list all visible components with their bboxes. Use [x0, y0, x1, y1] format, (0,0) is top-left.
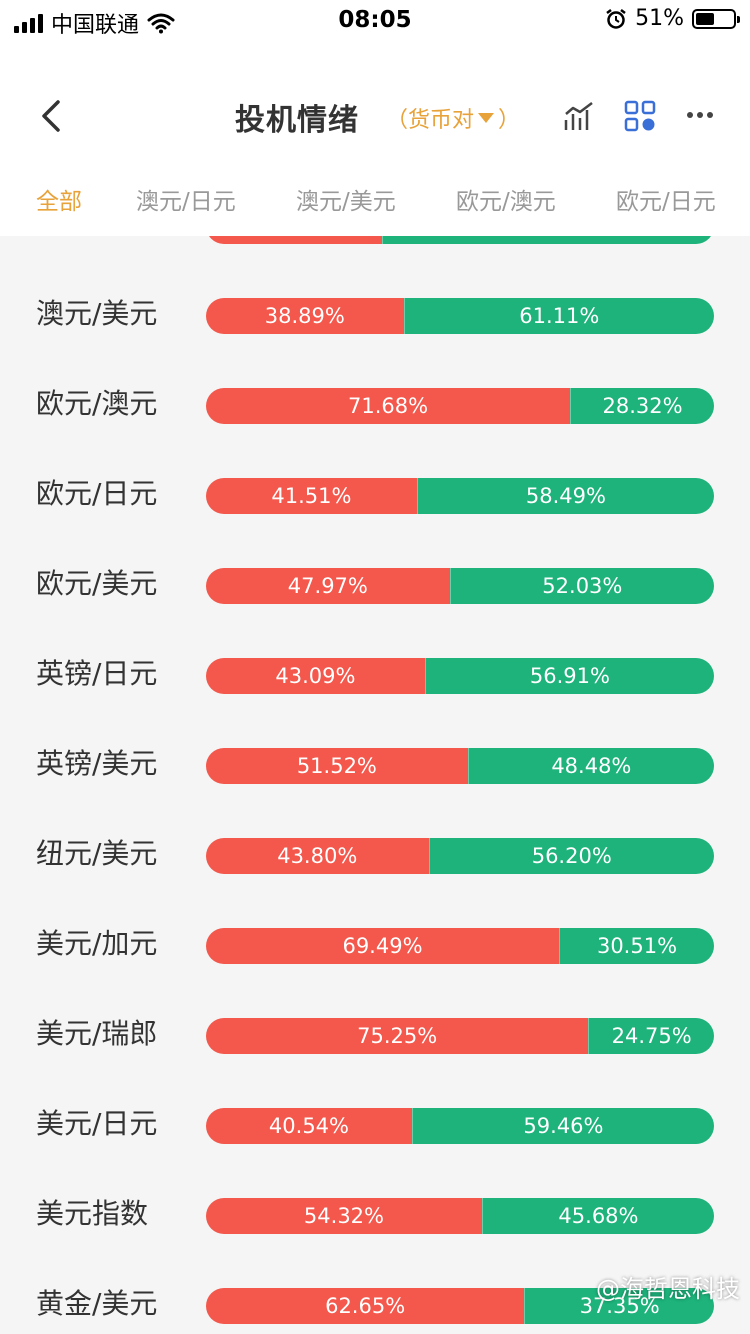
sentiment-bar: 43.09% 56.91%: [206, 658, 714, 694]
subtitle-label: 货币对: [408, 108, 475, 133]
watermark: @海哲恩科技: [596, 1275, 740, 1303]
grid-icon[interactable]: [624, 100, 656, 132]
more-icon[interactable]: [686, 110, 714, 120]
sentiment-row[interactable]: 美元指数 54.32% 45.68%: [0, 1197, 750, 1234]
long-segment: 34.71%: [206, 236, 383, 244]
sentiment-row[interactable]: 黄金/美元 62.65% 37.35%: [0, 1287, 750, 1324]
wifi-icon: [147, 13, 175, 34]
tab-aud-jpy[interactable]: 澳元/日元: [136, 189, 236, 215]
sentiment-row[interactable]: 美元/日元 40.54% 59.46%: [0, 1107, 750, 1144]
back-icon[interactable]: [36, 96, 66, 136]
pair-name: 黄金/美元: [36, 1287, 158, 1320]
long-segment: 47.97%: [206, 568, 450, 604]
pair-name: 美元/瑞郎: [36, 1017, 158, 1050]
long-segment: 62.65%: [206, 1288, 525, 1324]
page-title: 投机情绪: [235, 103, 359, 138]
long-segment: 69.49%: [206, 928, 559, 964]
short-segment: 37.35%: [524, 1288, 714, 1324]
pair-name: 澳元/美元: [36, 297, 158, 330]
tab-aud-usd[interactable]: 澳元/美元: [296, 189, 396, 215]
short-segment: 48.48%: [467, 748, 714, 784]
long-segment: 41.51%: [206, 478, 417, 514]
sentiment-row[interactable]: 澳元/美元 38.89% 61.11%: [0, 297, 750, 334]
pair-name: 欧元/美元: [36, 567, 158, 600]
pair-name: 欧元/日元: [36, 477, 158, 510]
sentiment-row[interactable]: 澳元/日元 34.71%65.29%: [0, 236, 750, 244]
sentiment-bar: 41.51% 58.49%: [206, 478, 714, 514]
pair-name: 美元/加元: [36, 927, 158, 960]
sentiment-row[interactable]: 欧元/美元 47.97% 52.03%: [0, 567, 750, 604]
sentiment-bar: 40.54% 59.46%: [206, 1108, 714, 1144]
pair-name: 英镑/美元: [36, 747, 158, 780]
sentiment-row[interactable]: 美元/瑞郎 75.25% 24.75%: [0, 1017, 750, 1054]
short-segment: 52.03%: [449, 568, 714, 604]
sentiment-bar: 47.97% 52.03%: [206, 568, 714, 604]
tab-eur-jpy[interactable]: 欧元/日元: [616, 189, 716, 215]
short-segment: 28.32%: [570, 388, 714, 424]
long-segment: 75.25%: [206, 1018, 589, 1054]
sentiment-bar: 71.68% 28.32%: [206, 388, 714, 424]
short-segment: 59.46%: [411, 1108, 714, 1144]
long-segment: 40.54%: [206, 1108, 412, 1144]
sentiment-row[interactable]: 纽元/美元 43.80% 56.20%: [0, 837, 750, 874]
dropdown-caret-icon: [478, 113, 495, 123]
carrier-name: 中国联通: [51, 13, 140, 38]
tab-eur-aud[interactable]: 欧元/澳元: [456, 189, 556, 215]
battery-percent: 51%: [635, 6, 684, 31]
pair-name: 美元/日元: [36, 1107, 158, 1140]
long-segment: 43.80%: [206, 838, 429, 874]
pair-name: 英镑/日元: [36, 657, 158, 690]
sentiment-row[interactable]: 美元/加元 69.49% 30.51%: [0, 927, 750, 964]
short-segment: 56.20%: [428, 838, 714, 874]
long-segment: 43.09%: [206, 658, 425, 694]
sentiment-bar: 43.80% 56.20%: [206, 838, 714, 874]
subtitle-close: ）: [498, 108, 521, 133]
short-segment: 30.51%: [559, 928, 714, 964]
nav-header: 投机情绪 （ 货币对 ）: [0, 40, 750, 170]
currency-pair-filter[interactable]: （ 货币对 ）: [386, 102, 520, 134]
sentiment-row[interactable]: 欧元/澳元 71.68% 28.32%: [0, 387, 750, 424]
short-segment: 61.11%: [403, 298, 714, 334]
status-bar: 中国联通 08:05 51%: [0, 0, 750, 40]
sentiment-list: 澳元/日元 34.71%65.29% 澳元/美元 38.89%61.11% 欧元/澳元 7…: [0, 236, 750, 1334]
subtitle-open: （: [386, 108, 409, 133]
status-time: 08:05: [338, 7, 412, 33]
status-left: 中国联通: [14, 7, 175, 39]
status-right: 51%: [605, 6, 740, 31]
pair-name: 欧元/澳元: [36, 387, 158, 420]
pair-name: 纽元/美元: [36, 837, 158, 870]
sentiment-bar: 62.65% 37.35%: [206, 1288, 714, 1324]
short-segment: 56.91%: [424, 658, 714, 694]
sentiment-row[interactable]: 欧元/日元 41.51% 58.49%: [0, 477, 750, 514]
long-segment: 71.68%: [206, 388, 571, 424]
trend-chart-icon[interactable]: [563, 100, 595, 132]
sentiment-row[interactable]: 英镑/日元 43.09% 56.91%: [0, 657, 750, 694]
tab-all[interactable]: 全部: [36, 189, 82, 215]
sentiment-row[interactable]: 英镑/美元 51.52% 48.48%: [0, 747, 750, 784]
sentiment-bar: 34.71%65.29%: [206, 236, 714, 244]
short-segment: 45.68%: [481, 1198, 714, 1234]
signal-icon: [14, 13, 43, 33]
alarm-icon: [606, 8, 626, 29]
sentiment-bar: 38.89% 61.11%: [206, 298, 714, 334]
battery-icon: [692, 8, 740, 29]
pair-name: 美元指数: [36, 1197, 149, 1230]
long-segment: 54.32%: [206, 1198, 482, 1234]
sentiment-bar: 54.32% 45.68%: [206, 1198, 714, 1234]
sentiment-bar: 69.49% 30.51%: [206, 928, 714, 964]
long-segment: 51.52%: [206, 748, 468, 784]
sentiment-bar: 51.52% 48.48%: [206, 748, 714, 784]
sentiment-bar: 75.25% 24.75%: [206, 1018, 714, 1054]
pair-name: 澳元/日元: [36, 236, 157, 242]
long-segment: 38.89%: [206, 298, 404, 334]
short-segment: 58.49%: [416, 478, 714, 514]
pair-tabs: 全部 澳元/日元 澳元/美元 欧元/澳元 欧元/日元: [0, 170, 750, 236]
short-segment: 24.75%: [588, 1018, 714, 1054]
short-segment: 65.29%: [382, 236, 714, 244]
